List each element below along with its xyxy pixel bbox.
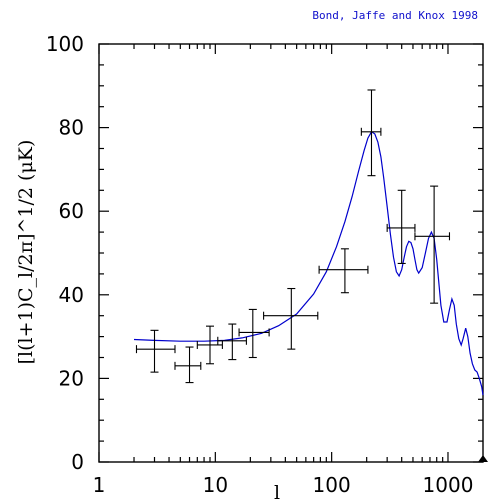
model-curve — [133, 130, 484, 396]
x-tick-label: 10 — [203, 473, 228, 497]
y-tick-label: 40 — [59, 283, 84, 307]
y-axis-label: [l(l+1)C_l/2π]^1/2 (μK) — [15, 140, 37, 365]
y-tick-label: 100 — [46, 32, 84, 56]
y-tick-label: 20 — [59, 366, 84, 390]
data-points — [135, 89, 451, 384]
x-tick-label: 100 — [313, 473, 351, 497]
axis-ticks — [98, 43, 484, 463]
data-point — [238, 308, 270, 359]
x-tick-label: 1 — [93, 473, 106, 497]
corner-marker — [478, 455, 488, 462]
y-axis-label-text: [l(l+1)C_l/2π]^1/2 (μK) — [15, 140, 37, 365]
y-tick-label: 60 — [59, 199, 84, 223]
data-point — [217, 323, 247, 361]
data-point — [135, 329, 176, 373]
data-point — [263, 287, 319, 350]
credit-text: Bond, Jaffe and Knox 1998 — [312, 9, 478, 22]
data-point — [318, 248, 369, 294]
x-axis-label: l — [274, 482, 280, 501]
y-tick-label: 0 — [71, 450, 84, 474]
data-point — [360, 89, 382, 177]
data-point — [414, 185, 451, 304]
axis-tick-labels: 1 10 100 1000 0 20 40 60 80 100 — [46, 32, 474, 497]
y-tick-label: 80 — [59, 116, 84, 140]
data-point — [196, 325, 223, 365]
x-tick-label: 1000 — [423, 473, 474, 497]
data-point — [174, 346, 202, 384]
data-point — [386, 189, 416, 265]
